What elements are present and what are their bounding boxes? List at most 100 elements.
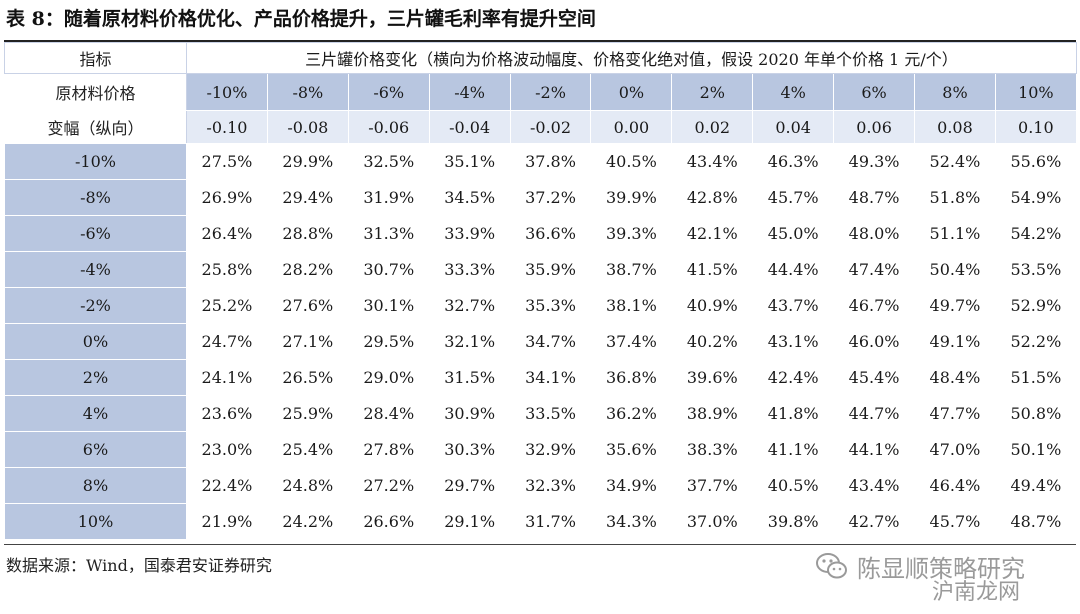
table-cell: 47.7% xyxy=(914,395,996,432)
table-cell: 26.5% xyxy=(266,359,349,396)
table-cell: 37.0% xyxy=(671,503,754,540)
col-header-abs: 0.04 xyxy=(752,110,835,144)
table-cell: 32.3% xyxy=(509,467,592,504)
table-cell: 34.7% xyxy=(509,323,592,360)
table-row: 4% 23.6% 25.9% 28.4% 30.9% 33.5% 36.2% 38.9% 41.… xyxy=(4,395,1077,432)
col-header-pct: -8% xyxy=(266,73,349,111)
table-cell: 47.0% xyxy=(914,431,996,468)
col-header-pct: 8% xyxy=(914,73,996,111)
table-cell: 26.6% xyxy=(347,503,430,540)
table-cell: 38.1% xyxy=(590,287,673,324)
table-cell: 45.7% xyxy=(914,503,996,540)
col-header-abs: 0.00 xyxy=(590,110,673,144)
table-cell: 40.9% xyxy=(671,287,754,324)
table-row: 8% 22.4% 24.8% 27.2% 29.7% 32.3% 34.9% 37.7% 40.… xyxy=(4,467,1077,504)
table-cell: 46.3% xyxy=(752,143,835,180)
col-header-abs: -0.02 xyxy=(509,110,592,144)
table-cell: 48.7% xyxy=(994,503,1077,540)
col-header-abs: -0.04 xyxy=(428,110,511,144)
table-cell: 34.1% xyxy=(509,359,592,396)
table-cell: 41.8% xyxy=(752,395,835,432)
table-cell: 44.1% xyxy=(833,431,916,468)
table-cell: 34.9% xyxy=(590,467,673,504)
table-cell: 41.1% xyxy=(752,431,835,468)
table-cell: 27.2% xyxy=(347,467,430,504)
table-cell: 31.7% xyxy=(509,503,592,540)
row-label: -6% xyxy=(4,215,187,252)
row-label: 8% xyxy=(4,467,187,504)
table-cell: 43.1% xyxy=(752,323,835,360)
table-cell: 45.7% xyxy=(752,179,835,216)
table-cell: 42.8% xyxy=(671,179,754,216)
bottom-rule xyxy=(4,544,1076,545)
col-header-abs: 0.08 xyxy=(914,110,996,144)
table-cell: 37.4% xyxy=(590,323,673,360)
col-header-abs: 0.06 xyxy=(833,110,916,144)
table-cell: 50.8% xyxy=(994,395,1077,432)
table-cell: 51.5% xyxy=(994,359,1077,396)
table-cell: 49.3% xyxy=(833,143,916,180)
col-header-pct: 2% xyxy=(671,73,754,111)
col-header-abs: -0.10 xyxy=(186,110,268,144)
table-cell: 25.9% xyxy=(266,395,349,432)
table-cell: 38.9% xyxy=(671,395,754,432)
row-label: -10% xyxy=(4,143,187,180)
table-cell: 49.1% xyxy=(914,323,996,360)
table-cell: 35.6% xyxy=(590,431,673,468)
table-cell: 44.4% xyxy=(752,251,835,288)
table-row: -10% 27.5% 29.9% 32.5% 35.1% 37.8% 40.5% 43.4% 4… xyxy=(4,143,1077,180)
table-cell: 43.4% xyxy=(833,467,916,504)
table-cell: 32.5% xyxy=(347,143,430,180)
table-cell: 38.3% xyxy=(671,431,754,468)
col-header-abs: -0.06 xyxy=(347,110,430,144)
table-cell: 51.1% xyxy=(914,215,996,252)
table-cell: 31.3% xyxy=(347,215,430,252)
table-cell: 34.5% xyxy=(428,179,511,216)
table-cell: 40.2% xyxy=(671,323,754,360)
table-row: 2% 24.1% 26.5% 29.0% 31.5% 34.1% 36.8% 39.6% 42.… xyxy=(4,359,1077,396)
table-cell: 32.7% xyxy=(428,287,511,324)
table-cell: 40.5% xyxy=(752,467,835,504)
table-cell: 29.1% xyxy=(428,503,511,540)
table-cell: 46.4% xyxy=(914,467,996,504)
table-title: 表 8：随着原材料价格优化、产品价格提升，三片罐毛利率有提升空间 xyxy=(6,8,596,30)
table-cell: 33.3% xyxy=(428,251,511,288)
table-cell: 49.7% xyxy=(914,287,996,324)
table-cell: 35.9% xyxy=(509,251,592,288)
row-label: 4% xyxy=(4,395,187,432)
table-row: 0% 24.7% 27.1% 29.5% 32.1% 34.7% 37.4% 40.2% 43.… xyxy=(4,323,1077,360)
table-cell: 37.7% xyxy=(671,467,754,504)
table-cell: 43.7% xyxy=(752,287,835,324)
col-header-pct: 0% xyxy=(590,73,673,111)
source-note: 数据来源：Wind，国泰君安证券研究 xyxy=(6,556,272,575)
table-cell: 46.0% xyxy=(833,323,916,360)
table-row: 10% 21.9% 24.2% 26.6% 29.1% 31.7% 34.3% 37.0% 39… xyxy=(4,503,1077,540)
table-cell: 42.7% xyxy=(833,503,916,540)
table-cell: 31.5% xyxy=(428,359,511,396)
table-row: -8% 26.9% 29.4% 31.9% 34.5% 37.2% 39.9% 42.8% 45… xyxy=(4,179,1077,216)
row-label: 0% xyxy=(4,323,187,360)
table-cell: 29.0% xyxy=(347,359,430,396)
table-cell: 35.3% xyxy=(509,287,592,324)
table-cell: 47.4% xyxy=(833,251,916,288)
table-cell: 31.9% xyxy=(347,179,430,216)
table-cell: 33.5% xyxy=(509,395,592,432)
table-cell: 23.0% xyxy=(186,431,268,468)
table-cell: 24.1% xyxy=(186,359,268,396)
table-cell: 48.0% xyxy=(833,215,916,252)
header-row-pct: 原材料价格 -10% -8% -6% -4% -2% 0% 2% 4% 6% 8% 10% xyxy=(4,73,1077,111)
watermark-text-2: 沪南龙网 xyxy=(932,580,1021,605)
watermark: 陈显顺策略研究 xyxy=(815,546,1025,586)
wechat-icon xyxy=(816,553,847,579)
row-label: 10% xyxy=(4,503,187,540)
table-cell: 34.3% xyxy=(590,503,673,540)
table-cell: 24.7% xyxy=(186,323,268,360)
table-cell: 27.1% xyxy=(266,323,349,360)
table-cell: 42.4% xyxy=(752,359,835,396)
col-header-abs: 0.02 xyxy=(671,110,754,144)
table-cell: 28.8% xyxy=(266,215,349,252)
table-cell: 39.6% xyxy=(671,359,754,396)
table-row: -6% 26.4% 28.8% 31.3% 33.9% 36.6% 39.3% 42.1% 45… xyxy=(4,215,1077,252)
table-cell: 29.9% xyxy=(266,143,349,180)
table-cell: 23.6% xyxy=(186,395,268,432)
